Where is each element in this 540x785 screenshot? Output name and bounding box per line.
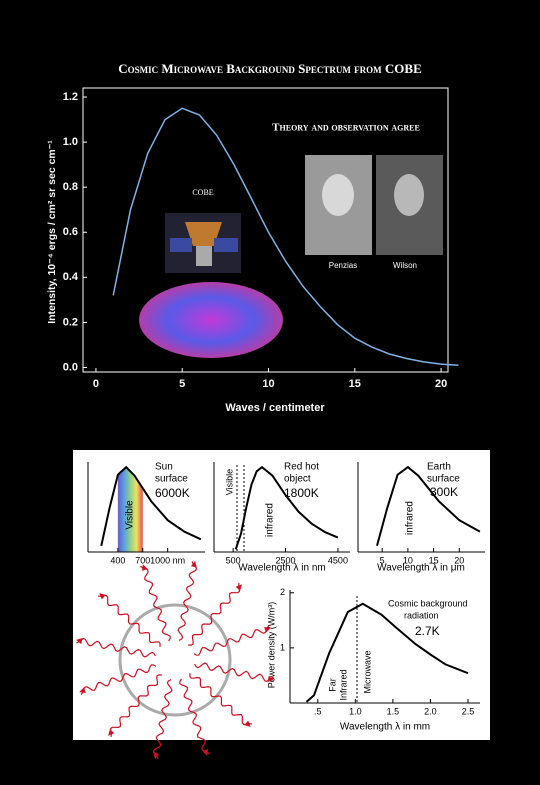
annotation: Earth	[427, 462, 451, 473]
x-tick-label: 2.5	[462, 706, 475, 716]
ray	[194, 662, 274, 683]
data-line	[305, 602, 469, 703]
ray	[76, 637, 156, 658]
y-tick-label: 0.4	[63, 271, 79, 283]
ray	[177, 561, 198, 641]
y-axis-label: Power density (W/m³)	[266, 602, 276, 689]
annotation: infrared	[265, 503, 276, 537]
ray-head	[202, 749, 209, 756]
ray-head	[76, 638, 83, 645]
x-tick-label: 5	[380, 555, 385, 565]
x-tick-label: 4500	[328, 555, 348, 565]
chart-title: Cosmic Microwave Background Spectrum fro…	[118, 61, 422, 76]
annotation: COBE	[192, 188, 213, 197]
annotation: Visible	[125, 500, 136, 530]
x-tick-label: 20	[435, 378, 447, 390]
annotation: Penzias	[329, 261, 357, 270]
y-tick-label: 0.2	[63, 316, 78, 328]
annotation: 2.7K	[415, 624, 440, 638]
x-tick-label: 500	[226, 555, 241, 565]
y-tick-label: 1	[280, 642, 285, 652]
y-tick-label: 2	[280, 587, 285, 597]
ray-head	[79, 687, 86, 694]
x-tick-label: 1.5	[387, 706, 400, 716]
annotation: surface	[427, 474, 460, 485]
plot-frame	[82, 87, 449, 373]
y-tick-label: 0.0	[63, 361, 78, 373]
x-tick-label: 20	[454, 555, 464, 565]
x-tick-label: 2.0	[424, 706, 437, 716]
sky-map	[139, 282, 283, 358]
ray-head	[264, 626, 271, 633]
x-tick-label: 1000 nm	[150, 555, 185, 565]
x-tick-label: 5	[179, 378, 185, 390]
photo-face	[394, 174, 424, 216]
annotation: surface	[155, 474, 188, 485]
x-tick-label: 15	[429, 555, 439, 565]
data-line	[100, 465, 202, 547]
ray	[109, 674, 162, 737]
annotation: radiation	[404, 610, 439, 620]
photo-face	[322, 174, 354, 216]
y-tick-label: 0.6	[63, 226, 78, 238]
annotation: 1800K	[284, 486, 319, 500]
subtitle: Theory and observation agree	[272, 122, 420, 134]
body-circle	[118, 603, 232, 717]
annotation: object	[284, 474, 311, 485]
radiation-rays	[76, 561, 274, 759]
x-tick-label: 15	[349, 378, 361, 390]
x-axis-label: Waves / centimeter	[225, 402, 325, 414]
x-tick-label: 10	[403, 555, 413, 565]
annotation: Infrared	[338, 669, 348, 700]
ray	[80, 664, 157, 695]
ray-head	[190, 561, 197, 568]
ray	[188, 583, 241, 646]
x-tick-label: .5	[314, 706, 322, 716]
annotation: 6000K	[155, 486, 190, 500]
annotation: infrared	[405, 501, 416, 535]
ray-head	[153, 752, 160, 759]
ray-head	[235, 584, 242, 591]
ray-head	[108, 729, 115, 736]
annotation: Visible	[224, 469, 234, 495]
ray-head	[141, 564, 148, 571]
ray	[140, 565, 171, 642]
ray	[179, 678, 210, 755]
annotation: Cosmic background	[388, 598, 468, 608]
x-tick-label: 700	[135, 555, 150, 565]
y-tick-label: 0.8	[63, 181, 78, 193]
annotation: Microwave	[362, 650, 372, 693]
annotation: Sun	[155, 462, 173, 473]
ray-head	[99, 593, 106, 600]
ray	[189, 673, 252, 726]
data-line	[234, 465, 339, 550]
annotation: Wilson	[393, 261, 417, 270]
x-axis-label: Wavelength λ in nm	[238, 563, 325, 574]
x-tick-label: 0	[93, 378, 99, 390]
ray	[98, 594, 161, 647]
data-line	[376, 465, 481, 547]
ray-head	[267, 675, 274, 682]
ray-head	[244, 720, 251, 727]
annotation: Far	[327, 678, 337, 692]
x-axis-label: Wavelength λ in μm	[377, 563, 465, 574]
annotation: 300K	[430, 485, 458, 499]
y-axis-label: Intensity, 10⁻⁴ ergs / cm² sr sec cm⁻¹	[46, 140, 58, 324]
annotation: Red hot	[284, 462, 319, 473]
x-tick-label: 10	[262, 378, 274, 390]
ray	[193, 625, 270, 656]
ray	[152, 679, 173, 759]
cobe-satellite	[165, 213, 241, 273]
x-tick-label: 400	[110, 555, 125, 565]
x-axis-label: Wavelength λ in mm	[340, 722, 430, 733]
data-line	[112, 107, 459, 366]
y-tick-label: 1.2	[63, 91, 78, 103]
x-tick-label: 2500	[276, 555, 296, 565]
x-tick-label: 1.0	[349, 706, 362, 716]
y-tick-label: 1.0	[63, 136, 78, 148]
